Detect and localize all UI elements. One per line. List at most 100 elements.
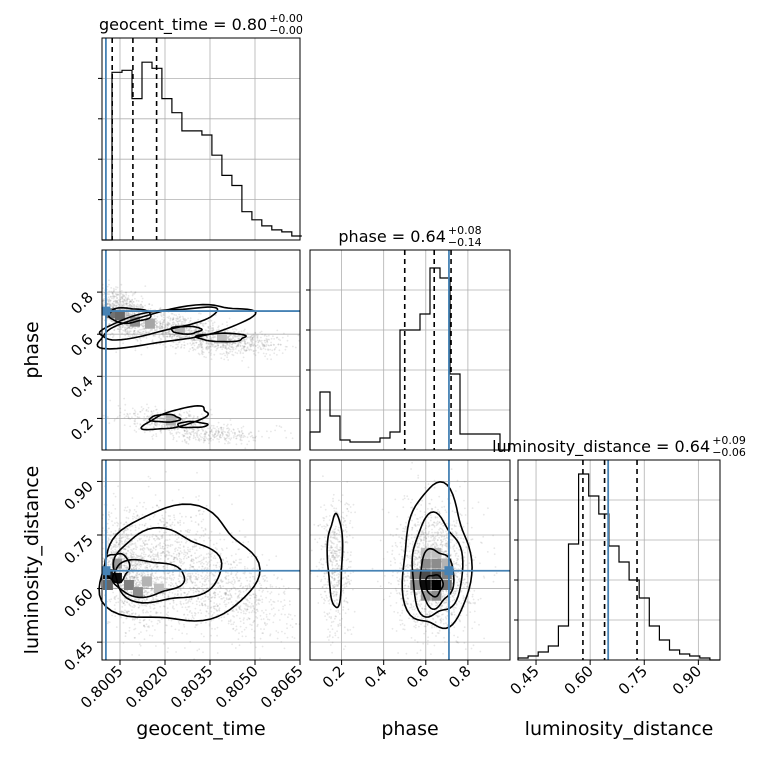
scatter-point bbox=[263, 339, 266, 342]
scatter-point bbox=[161, 318, 164, 321]
scatter-point bbox=[256, 339, 259, 342]
scatter-point bbox=[186, 335, 189, 338]
scatter-point bbox=[106, 285, 109, 288]
scatter-point bbox=[168, 330, 170, 333]
scatter-point bbox=[120, 556, 123, 559]
scatter-point bbox=[147, 555, 150, 558]
scatter-point bbox=[213, 579, 216, 582]
scatter-point bbox=[189, 566, 191, 569]
scatter-point bbox=[242, 345, 245, 348]
scatter-point bbox=[201, 353, 204, 356]
scatter-point bbox=[232, 623, 235, 625]
scatter-point bbox=[117, 293, 119, 296]
scatter-point bbox=[125, 291, 128, 294]
scatter-point bbox=[183, 319, 186, 322]
scatter-point bbox=[159, 327, 162, 329]
scatter-point bbox=[122, 523, 125, 526]
scatter-point bbox=[116, 416, 119, 418]
scatter-point bbox=[173, 524, 176, 527]
scatter-point bbox=[177, 427, 180, 430]
scatter-point bbox=[134, 598, 136, 601]
scatter-point bbox=[161, 325, 164, 328]
scatter-point bbox=[106, 299, 109, 301]
scatter-point bbox=[227, 336, 229, 339]
scatter-point bbox=[109, 333, 112, 336]
scatter-point bbox=[228, 344, 230, 347]
scatter-point bbox=[198, 547, 201, 550]
scatter-point bbox=[143, 416, 146, 418]
scatter-point bbox=[131, 576, 134, 579]
scatter-point bbox=[155, 595, 158, 598]
scatter-point bbox=[202, 331, 204, 333]
scatter-point bbox=[225, 575, 228, 577]
scatter-point bbox=[111, 551, 113, 554]
scatter-point bbox=[134, 618, 137, 620]
scatter-point bbox=[159, 605, 162, 608]
scatter-point bbox=[216, 438, 219, 440]
scatter-point bbox=[208, 342, 210, 345]
scatter-point bbox=[117, 543, 120, 545]
scatter-point bbox=[129, 300, 132, 302]
scatter-point bbox=[163, 567, 166, 570]
scatter-point bbox=[133, 335, 136, 337]
scatter-point bbox=[193, 435, 195, 438]
scatter-point bbox=[115, 539, 117, 542]
scatter-point bbox=[122, 642, 125, 644]
scatter-point bbox=[193, 339, 195, 341]
scatter-point bbox=[172, 434, 175, 437]
scatter-point bbox=[180, 322, 183, 324]
scatter-point bbox=[244, 345, 246, 348]
scatter-point bbox=[216, 425, 219, 428]
scatter-point bbox=[220, 597, 223, 600]
scatter-point bbox=[226, 598, 228, 601]
scatter-point bbox=[204, 578, 207, 581]
scatter-point bbox=[156, 555, 159, 558]
scatter-point bbox=[171, 544, 174, 546]
scatter-point bbox=[139, 621, 142, 624]
scatter-point bbox=[124, 302, 127, 305]
scatter-point bbox=[173, 334, 176, 337]
scatter-point bbox=[138, 643, 141, 645]
scatter-point bbox=[195, 549, 198, 551]
scatter-point bbox=[159, 499, 162, 502]
scatter-point bbox=[140, 582, 142, 584]
scatter-point bbox=[125, 313, 127, 315]
scatter-point bbox=[263, 334, 266, 337]
scatter-point bbox=[252, 336, 255, 338]
scatter-point bbox=[211, 433, 214, 436]
scatter-point bbox=[201, 350, 204, 353]
scatter-point bbox=[115, 550, 117, 553]
scatter-point bbox=[214, 432, 217, 435]
scatter-point bbox=[167, 557, 170, 560]
scatter-point bbox=[222, 430, 225, 433]
scatter-point bbox=[162, 323, 164, 326]
scatter-point bbox=[127, 312, 130, 315]
scatter-point bbox=[133, 429, 136, 432]
scatter-point bbox=[153, 328, 156, 331]
scatter-point bbox=[128, 332, 131, 334]
scatter-point bbox=[133, 312, 136, 315]
scatter-point bbox=[183, 318, 185, 321]
scatter-point bbox=[140, 631, 142, 633]
scatter-point bbox=[252, 336, 254, 339]
scatter-point bbox=[210, 352, 213, 355]
scatter-point bbox=[265, 352, 268, 355]
scatter-point bbox=[134, 327, 137, 330]
scatter-point bbox=[164, 332, 167, 334]
scatter-point bbox=[151, 506, 154, 509]
scatter-point bbox=[110, 551, 113, 554]
scatter-point bbox=[156, 326, 159, 328]
scatter-point bbox=[132, 564, 135, 567]
scatter-point bbox=[226, 343, 229, 346]
scatter-point bbox=[132, 567, 135, 569]
scatter-point bbox=[259, 331, 262, 334]
scatter-point bbox=[178, 335, 180, 338]
scatter-point bbox=[191, 572, 194, 575]
scatter-point bbox=[244, 350, 247, 353]
scatter-point bbox=[122, 304, 124, 306]
scatter-point bbox=[201, 324, 204, 327]
scatter-point bbox=[185, 557, 188, 560]
scatter-point bbox=[191, 417, 194, 420]
scatter-point bbox=[246, 336, 249, 339]
scatter-point bbox=[119, 325, 122, 328]
